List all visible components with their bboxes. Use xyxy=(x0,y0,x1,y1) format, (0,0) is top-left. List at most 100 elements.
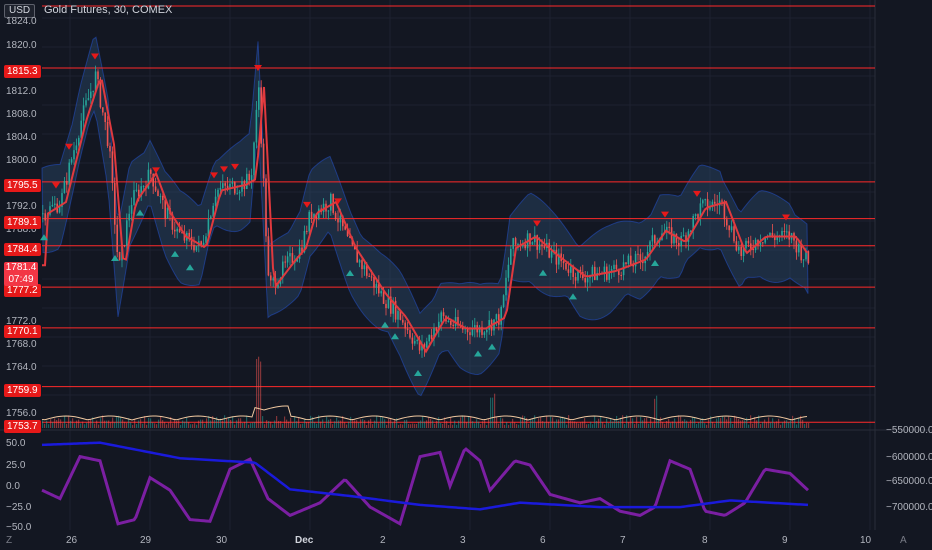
candle-body xyxy=(802,259,805,261)
volume-bar xyxy=(144,416,146,428)
candle-body xyxy=(567,269,570,273)
volume-bar xyxy=(668,419,670,428)
volume-bar xyxy=(558,419,560,428)
buy-signal-marker xyxy=(414,370,422,377)
time-tick: 26 xyxy=(66,535,78,546)
volume-bar xyxy=(314,422,316,428)
volume-bar xyxy=(808,423,810,428)
volume-bar xyxy=(734,415,736,428)
volume-bar xyxy=(422,416,424,428)
candle-body xyxy=(666,226,668,233)
volume-bar xyxy=(354,420,356,428)
candle-body xyxy=(745,240,747,249)
volume-bar xyxy=(106,420,108,428)
volume-bar xyxy=(582,421,584,428)
candle-body xyxy=(54,203,56,205)
oscillator-tick: 50.0 xyxy=(6,438,26,449)
moving-average-line xyxy=(42,79,808,354)
price-tick: 1820.0 xyxy=(6,40,37,51)
volume-bar xyxy=(224,415,226,428)
candle-body xyxy=(296,258,298,262)
candle-body xyxy=(548,242,550,258)
zoom-button[interactable]: Z xyxy=(6,535,13,546)
candle-body xyxy=(618,269,620,275)
volume-bar xyxy=(318,415,320,428)
volume-bar xyxy=(706,424,708,428)
candle-body xyxy=(106,122,109,146)
volume-bar xyxy=(248,424,250,428)
candle-body xyxy=(147,169,150,189)
candle-body xyxy=(469,332,471,336)
sell-signal-marker xyxy=(782,214,790,221)
candle-body xyxy=(442,312,445,317)
candle-body xyxy=(390,296,392,314)
volume-bar xyxy=(296,421,298,428)
currency-button[interactable]: USD xyxy=(4,4,36,18)
volume-bar xyxy=(326,416,328,428)
candle-body xyxy=(298,247,301,259)
candle-body xyxy=(229,183,231,189)
volume-bar xyxy=(308,421,310,428)
volume-bar xyxy=(646,417,648,428)
candle-body xyxy=(291,253,294,264)
candle-body xyxy=(289,253,291,257)
buy-signal-marker xyxy=(474,350,482,357)
candle-body xyxy=(668,226,670,228)
volume-bar xyxy=(748,424,750,428)
volume-bar xyxy=(420,420,422,428)
time-tick: 30 xyxy=(216,535,228,546)
candle-body xyxy=(795,240,798,253)
candle-body xyxy=(694,214,697,216)
volume-bar xyxy=(588,424,590,428)
volume-bar xyxy=(156,424,158,428)
volume-bar xyxy=(574,421,576,428)
candle-body xyxy=(625,262,627,265)
candle-body xyxy=(690,230,692,232)
candle-body xyxy=(562,261,565,264)
volume-bar xyxy=(70,420,72,428)
volume-bar xyxy=(300,424,302,428)
candle-body xyxy=(102,107,104,113)
auto-scale-button[interactable]: A xyxy=(900,535,907,546)
candle-body xyxy=(99,79,102,108)
volume-bar xyxy=(362,419,364,428)
candle-body xyxy=(164,200,166,219)
price-tick: 1768.0 xyxy=(6,339,37,350)
volume-bar xyxy=(468,415,470,428)
volume-bar xyxy=(764,419,766,428)
volume-bar xyxy=(690,419,692,428)
candle-body xyxy=(63,180,66,194)
volume-bar xyxy=(196,424,198,428)
candle-body xyxy=(678,242,680,247)
sell-signal-marker xyxy=(254,65,262,71)
price-tick: 1764.0 xyxy=(6,362,37,373)
volume-bar xyxy=(636,417,638,428)
volume-bar xyxy=(54,418,56,428)
volume-bar xyxy=(306,422,308,428)
volume-bar xyxy=(108,420,110,428)
volume-bar xyxy=(544,421,546,428)
price-tick: 1812.0 xyxy=(6,86,37,97)
candle-body xyxy=(726,219,728,226)
candle-body xyxy=(344,226,346,230)
candle-body xyxy=(123,245,126,247)
volume-bar xyxy=(382,416,384,428)
candle-body xyxy=(97,71,99,80)
volume-bar xyxy=(570,420,572,428)
volume-bar xyxy=(432,420,434,428)
candle-body xyxy=(805,251,807,260)
volume-bar xyxy=(246,415,248,428)
candle-body xyxy=(118,252,121,261)
volume-bar xyxy=(174,418,176,428)
volume-bar xyxy=(392,422,394,428)
time-tick: 29 xyxy=(140,535,152,546)
candle-body xyxy=(366,265,368,276)
volume-bar xyxy=(608,423,610,428)
volume-bar xyxy=(504,424,506,428)
candle-body xyxy=(426,341,428,348)
candle-body xyxy=(138,189,140,197)
volume-bar xyxy=(554,421,556,428)
candle-body xyxy=(776,236,778,241)
